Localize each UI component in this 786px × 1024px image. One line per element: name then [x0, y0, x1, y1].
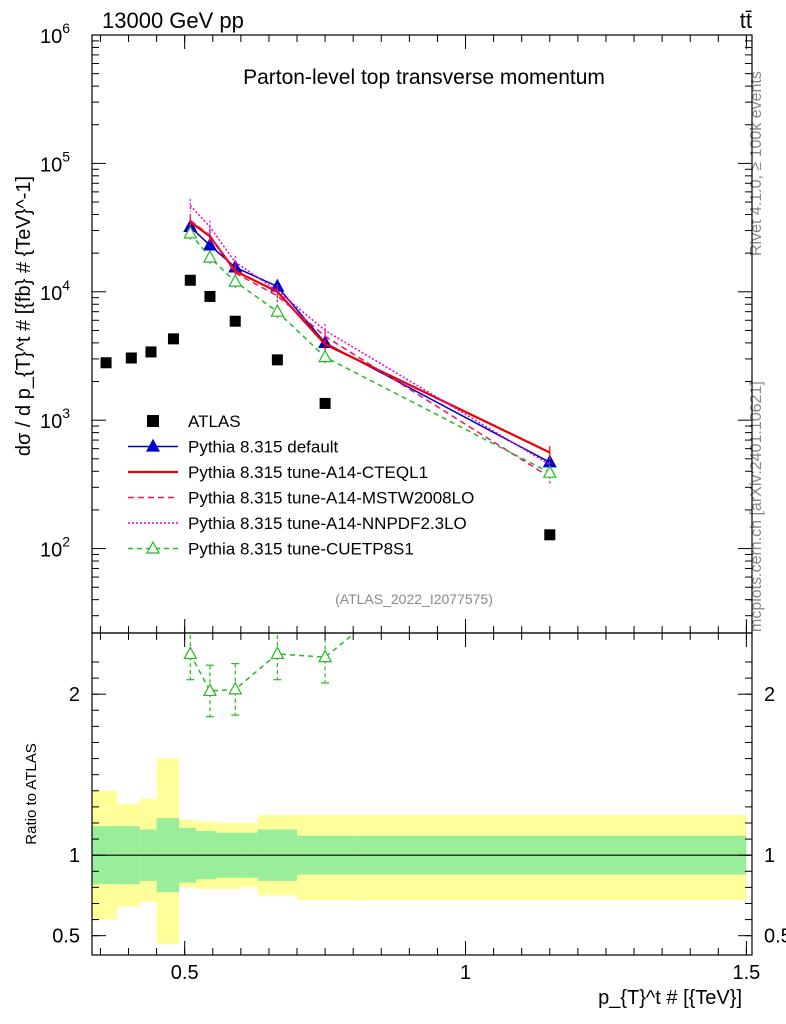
- data-point: [544, 529, 556, 541]
- energy-label: 13000 GeV pp: [102, 8, 244, 33]
- main-panel: 102 103 104 105 106 Parton-level top transve…: [13, 20, 753, 634]
- series-line: [189, 221, 551, 454]
- ratio-line: [189, 633, 357, 692]
- x-tick-label: 1.5: [732, 962, 760, 984]
- y-axis-title: dσ / d p_{T}^t # [{fb} # {TeV}^-1]: [13, 176, 35, 456]
- series-marker: [228, 273, 243, 287]
- ratio-series-cuetp8s1: [183, 633, 357, 718]
- series-marker: [270, 303, 285, 317]
- x-tick-label: 1: [460, 962, 471, 984]
- data-point: [204, 290, 216, 302]
- mcplots-label: mcplots.cern.ch [arXiv:2401.10621]: [748, 381, 765, 632]
- series-pythia-8-315-tune-cuetp8s1: [183, 225, 557, 480]
- series-atlas: [100, 274, 556, 541]
- data-point: [229, 315, 241, 327]
- ratio-marker: [270, 646, 285, 660]
- legend-marker: [145, 540, 161, 554]
- series-line: [189, 204, 551, 466]
- data-point: [125, 352, 137, 364]
- ratio-marker: [318, 649, 333, 663]
- data-point: [145, 346, 157, 358]
- series-line: [189, 232, 551, 474]
- y-tick-label: 106: [40, 20, 70, 48]
- x-axis-title: p_{T}^t # [{TeV}]: [598, 987, 742, 1009]
- series-marker: [183, 225, 198, 239]
- series-line: [189, 219, 551, 478]
- series-marker: [542, 464, 557, 478]
- series-pythia-8-315-tune-a14-cteql1: [189, 215, 551, 459]
- legend-label: Pythia 8.315 tune-CUETP8S1: [188, 540, 414, 559]
- data-point: [319, 397, 331, 409]
- data-point: [184, 274, 196, 286]
- analysis-label: (ATLAS_2022_I2077575): [335, 591, 493, 607]
- ratio-marker: [202, 683, 217, 697]
- main-axes: 102 103 104 105 106: [40, 20, 752, 633]
- series-pythia-8-315-default: [183, 219, 557, 469]
- process-label: tt̄: [740, 8, 752, 33]
- data-point: [100, 357, 112, 369]
- ratio-marker: [228, 681, 243, 695]
- legend-label: Pythia 8.315 tune-A14-NNPDF2.3LO: [188, 514, 467, 533]
- y-tick-label: 105: [40, 148, 70, 176]
- legend: ATLAS Pythia 8.315 default Pythia 8.315 tu…: [128, 412, 474, 559]
- ratio-marker: [183, 646, 198, 660]
- y-tick-label: 103: [40, 405, 70, 433]
- ratio-y-tick-label: 2: [69, 684, 80, 706]
- legend-label: Pythia 8.315 default: [188, 438, 339, 457]
- x-tick-label: 0.5: [171, 962, 199, 984]
- data-point: [167, 333, 179, 345]
- chart-title: Parton-level top transverse momentum: [243, 66, 605, 89]
- ratio-y-tick-label: 1: [69, 845, 80, 867]
- legend-marker: [145, 438, 161, 452]
- legend-label: Pythia 8.315 tune-A14-MSTW2008LO: [188, 489, 474, 508]
- ratio-panel: 0.511.50.50.51122 Ratio to ATLAS p_{T}^t…: [23, 632, 786, 1009]
- ratio-y-tick-label-right: 1: [764, 845, 775, 867]
- y-tick-label: 104: [40, 277, 70, 305]
- legend-label: ATLAS: [188, 412, 241, 431]
- ratio-y-tick-label-right: 2: [764, 684, 775, 706]
- series-pythia-8-315-tune-a14-nnpdf2-3lo: [189, 199, 551, 472]
- series-marker: [202, 249, 217, 263]
- ratio-y-axis-title: Ratio to ATLAS: [23, 743, 40, 844]
- ratio-y-tick-label: 0.5: [52, 926, 80, 948]
- series-marker: [318, 349, 333, 363]
- y-tick-label: 102: [40, 534, 70, 562]
- legend-marker-atlas: [147, 415, 159, 427]
- data-point: [271, 354, 283, 366]
- legend-label: Pythia 8.315 tune-A14-CTEQL1: [188, 463, 428, 482]
- ratio-y-tick-label-right: 0.5: [764, 926, 786, 948]
- ratio-axes: 0.511.50.50.51122: [52, 633, 786, 984]
- ratio-frame: [91, 632, 753, 956]
